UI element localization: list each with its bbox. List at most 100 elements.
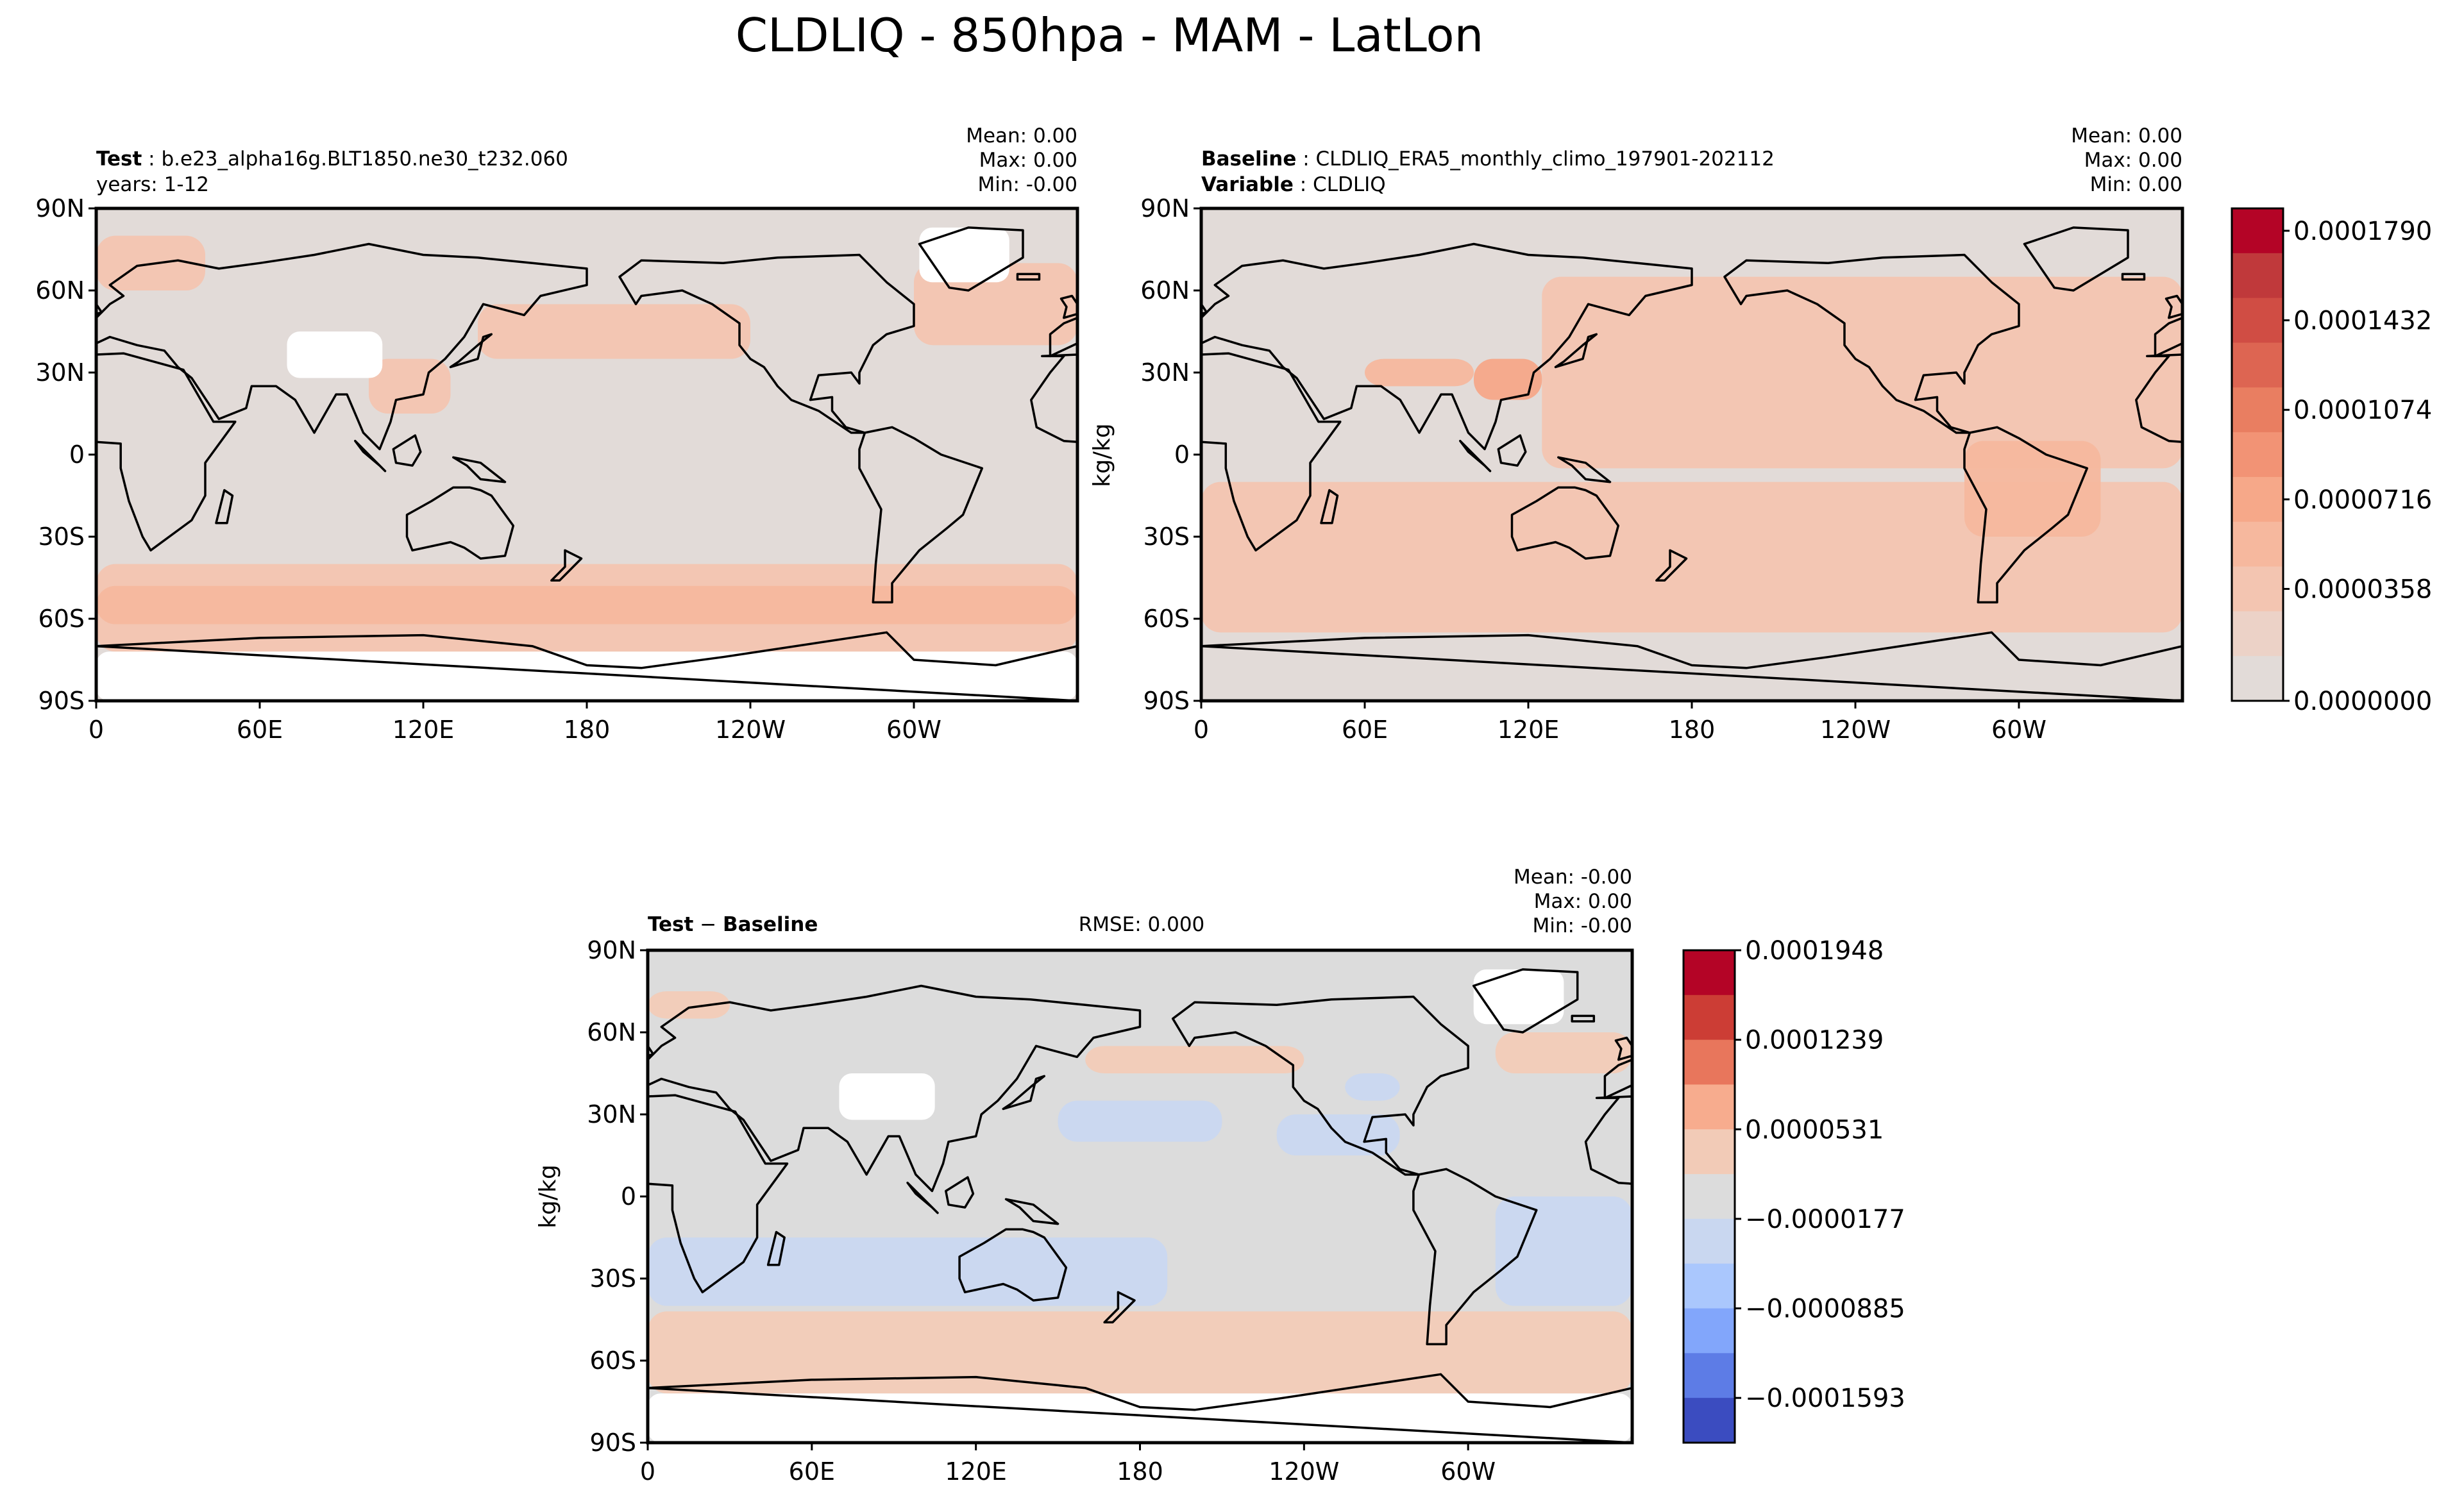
coastline-south_america bbox=[0, 427, 1, 602]
coastline-africa bbox=[648, 1094, 789, 1294]
difference-xtick-label: 0 bbox=[640, 1457, 655, 1486]
baseline-coastlines bbox=[1201, 226, 2464, 701]
test-xtick-label: 0 bbox=[89, 716, 104, 744]
difference-ytick-label: 90N bbox=[587, 936, 636, 964]
test-header-label: Test bbox=[96, 147, 142, 171]
baseline-yticks: 90N 60N 30N 0 30S 60S 90S bbox=[1140, 194, 1201, 715]
difference-colorbar-tick-label: −0.0000885 bbox=[1745, 1295, 1905, 1324]
coastline-north_america bbox=[2157, 997, 2453, 1175]
coastline-africa bbox=[2135, 353, 2182, 443]
coastline-new_zealand bbox=[2089, 1292, 2119, 1322]
baseline-ytick-label: 90N bbox=[1140, 194, 1190, 222]
coastline-australia bbox=[1510, 486, 1620, 560]
difference-colorbar-segment bbox=[1683, 1129, 1735, 1175]
coastline-africa bbox=[1584, 1095, 1632, 1185]
coastline-greenland bbox=[489, 969, 593, 1032]
coastline-new_zealand bbox=[550, 549, 583, 582]
difference-field-1 bbox=[648, 1237, 1168, 1306]
coastline-japan bbox=[19, 1076, 60, 1109]
baseline-field-3 bbox=[1474, 358, 1542, 400]
coastline-eurasia bbox=[0, 986, 156, 1191]
baseline-colorbar-segment bbox=[2232, 656, 2283, 701]
difference-ytick-label: 90S bbox=[590, 1429, 636, 1457]
difference-max: Max: 0.00 bbox=[1534, 890, 1632, 913]
difference-ytick-label: 30N bbox=[587, 1100, 636, 1128]
coastline-sumatra bbox=[1459, 439, 1492, 473]
difference-op: − bbox=[700, 913, 716, 936]
baseline-colorbar-tick-label: 0.0000716 bbox=[2293, 485, 2432, 515]
baseline-xtick-label: 120E bbox=[1498, 716, 1560, 744]
difference-mean: Mean: -0.00 bbox=[1514, 866, 1632, 889]
coastline-africa bbox=[1201, 352, 1342, 552]
test-missing-1 bbox=[287, 331, 383, 378]
test-missing-0 bbox=[96, 651, 1077, 701]
coastline-eurasia bbox=[1201, 242, 1693, 451]
difference-colorbar-segment bbox=[1683, 1398, 1735, 1443]
coastline-antarctica bbox=[96, 631, 1077, 701]
coastline-eurasia bbox=[648, 984, 1142, 1193]
baseline-colorbar-segment bbox=[2232, 298, 2283, 344]
difference-ylabel: kg/kg bbox=[535, 1164, 561, 1229]
difference-label-b: Baseline bbox=[723, 913, 818, 936]
test-xtick-label: 60W bbox=[886, 716, 941, 744]
baseline-variable-value: CLDLIQ bbox=[1313, 173, 1386, 196]
coastline-eurasia bbox=[96, 242, 588, 451]
difference-ytick-label: 60S bbox=[590, 1346, 636, 1375]
difference-colorbar-tick-label: 0.0000531 bbox=[1745, 1115, 1884, 1145]
difference-colorbar-segment bbox=[1683, 994, 1735, 1041]
coastline-new_zealand bbox=[120, 1292, 150, 1322]
difference-colorbar-segment bbox=[1683, 1039, 1735, 1086]
difference-xtick-label: 60W bbox=[1440, 1457, 1496, 1486]
coastline-sumatra bbox=[354, 439, 387, 473]
difference-missing-2 bbox=[1473, 969, 1564, 1025]
difference-colorbar-segment bbox=[1683, 1308, 1735, 1354]
baseline-colorbar-segment bbox=[2232, 521, 2283, 567]
difference-colorbar-frame bbox=[1682, 949, 1736, 1444]
difference-header: Test − Baseline bbox=[648, 913, 818, 936]
baseline-ytick-label: 60N bbox=[1140, 276, 1190, 305]
difference-xticks: 0 60E 120E 180 120W 60W bbox=[640, 1443, 1496, 1486]
coastline-south_america bbox=[429, 1169, 552, 1344]
difference-rmse: RMSE: 0.000 bbox=[1079, 913, 1205, 936]
difference-field-3 bbox=[1058, 1100, 1222, 1142]
coastline-iceland bbox=[1571, 1014, 1596, 1023]
difference-min: Min: -0.00 bbox=[1532, 914, 1632, 937]
baseline-xtick-label: 0 bbox=[1194, 716, 1209, 744]
difference-field-6 bbox=[1085, 1046, 1304, 1073]
baseline-xtick-label: 120W bbox=[1820, 716, 1891, 744]
test-missing-2 bbox=[919, 227, 1009, 283]
test-ytick-label: 0 bbox=[69, 440, 85, 469]
difference-xtick-label: 180 bbox=[1117, 1457, 1163, 1486]
baseline-panel: Baseline : CLDLIQ_ERA5_monthly_climo_197… bbox=[1089, 124, 2464, 744]
difference-colorbar-segment bbox=[1683, 1084, 1735, 1130]
coastline-new_guinea bbox=[22, 1199, 74, 1223]
coastline-sumatra bbox=[906, 1181, 939, 1214]
test-panel: Test : b.e23_alpha16g.BLT1850.ne30_t232.… bbox=[0, 124, 1079, 744]
test-fields bbox=[96, 235, 1077, 652]
difference-field-2 bbox=[1495, 1196, 1632, 1306]
coastline-iceland bbox=[2121, 273, 2146, 281]
baseline-ytick-label: 90S bbox=[1143, 687, 1190, 715]
baseline-variable: Variable : CLDLIQ bbox=[1201, 173, 1386, 196]
coastline-antarctica bbox=[1201, 631, 2182, 701]
difference-op-right bbox=[716, 913, 723, 936]
coastline-japan bbox=[1002, 1075, 1046, 1111]
coastline-antarctica bbox=[648, 1386, 649, 1443]
difference-field-7 bbox=[1495, 1032, 1632, 1073]
baseline-field-1 bbox=[1542, 276, 2182, 469]
coastline-south_america bbox=[858, 426, 984, 604]
baseline-mean: Mean: 0.00 bbox=[2071, 124, 2182, 147]
coastline-uk bbox=[1201, 302, 1208, 315]
coastline-greenland bbox=[2458, 969, 2464, 1032]
baseline-ytick-label: 30N bbox=[1140, 358, 1190, 387]
difference-field-0 bbox=[648, 1311, 1632, 1394]
coastline-uk bbox=[2164, 294, 2182, 319]
baseline-colorbar-segment bbox=[2232, 208, 2283, 254]
baseline-xtick-label: 60E bbox=[1342, 716, 1388, 744]
baseline-colorbar-tick-label: 0.0000000 bbox=[2293, 687, 2432, 716]
coastline-greenland bbox=[1472, 968, 1579, 1034]
difference-panel: Test − Baseline RMSE: 0.000 Mean: -0.00 … bbox=[0, 866, 2464, 1486]
difference-xtick-label: 120E bbox=[945, 1457, 1007, 1486]
coastline-sumatra bbox=[2442, 441, 2464, 471]
